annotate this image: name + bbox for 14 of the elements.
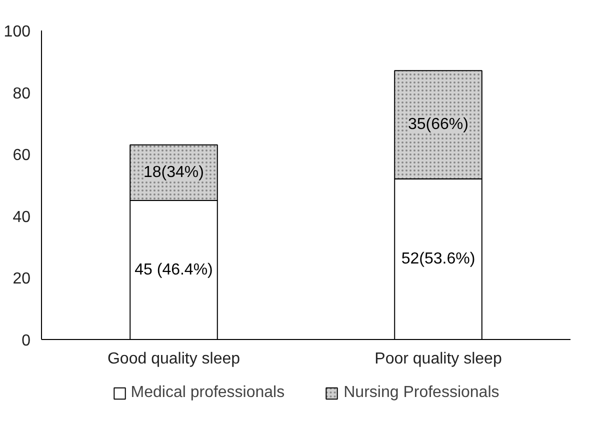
data-label: 18(34%) bbox=[144, 164, 204, 182]
y-tick-label: 60 bbox=[12, 147, 31, 164]
x-tick-label: Poor quality sleep bbox=[374, 350, 502, 368]
x-tick-label: Good quality sleep bbox=[107, 350, 240, 368]
legend-label: Medical professionals bbox=[130, 384, 285, 402]
y-tick-label: 20 bbox=[12, 270, 31, 288]
data-label: 35(66%) bbox=[408, 116, 468, 134]
y-tick-label: 80 bbox=[12, 85, 31, 102]
legend-label: Nursing Professionals bbox=[344, 384, 500, 402]
y-tick-label: 100 bbox=[4, 24, 31, 40]
y-tick-label: 40 bbox=[12, 208, 31, 226]
data-label: 52(53.6%) bbox=[401, 250, 476, 268]
y-tick-label: 0 bbox=[22, 332, 31, 350]
data-label: 45 (46.4%) bbox=[134, 261, 213, 278]
